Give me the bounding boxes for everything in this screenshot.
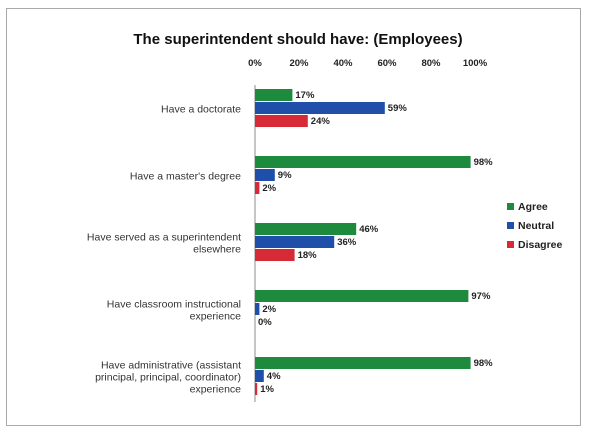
data-label: 9% [278,170,292,181]
bar [255,249,295,261]
x-axis-ticks: 0% 20% 40% 60% 80% 100% [248,58,488,69]
legend-swatch [507,203,514,210]
bar [255,156,471,168]
data-label: 97% [471,291,491,302]
data-label: 0% [258,317,272,328]
data-label: 36% [337,237,357,248]
bar [255,303,260,315]
category-labels: Have a doctorate Have a master's degree Ha… [87,104,241,396]
category-label: Have administrative (assistant [101,360,241,372]
data-label: 2% [262,304,276,315]
legend-label: Agree [518,201,548,213]
data-label: 1% [260,384,274,395]
chart-title: The superintendent should have: (Employe… [133,31,462,48]
bar [255,357,471,369]
data-label: 4% [267,371,281,382]
legend: Agree Neutral Disagree [507,201,563,251]
category-label: Have served as a superintendent [87,232,241,244]
tick-label: 80% [421,58,441,69]
category-label: Have a doctorate [161,104,241,116]
category-label: experience [190,384,242,396]
data-label: 18% [298,250,318,261]
bars [255,89,471,395]
bar [255,169,275,181]
data-label: 46% [359,224,379,235]
tick-label: 40% [333,58,353,69]
legend-swatch [507,241,514,248]
data-label: 98% [474,157,494,168]
legend-label: Neutral [518,220,554,232]
bar [255,370,264,382]
bar [255,89,293,101]
tick-label: 20% [289,58,309,69]
tick-label: 60% [377,58,397,69]
data-label: 59% [388,103,408,114]
bar [255,223,357,235]
legend-label: Disagree [518,239,563,251]
bar [255,115,308,127]
data-label: 2% [262,183,276,194]
data-label: 98% [474,358,494,369]
bar [255,102,385,114]
bar [255,383,258,395]
bar [255,290,469,302]
legend-swatch [507,222,514,229]
bar [255,236,335,248]
data-label: 24% [311,116,331,127]
category-label: principal, principal, coordinator) [95,372,241,384]
category-label: Have a master's degree [130,171,241,183]
data-labels: 17%59%24%98%9%2%46%36%18%97%2%0%98%4%1% [258,90,493,395]
data-label: 17% [295,90,315,101]
category-label: elsewhere [193,244,241,256]
bar [255,182,260,194]
chart-frame [6,8,581,426]
category-label: experience [190,311,242,323]
tick-label: 100% [463,58,488,69]
tick-label: 0% [248,58,262,69]
category-label: Have classroom instructional [107,299,241,311]
